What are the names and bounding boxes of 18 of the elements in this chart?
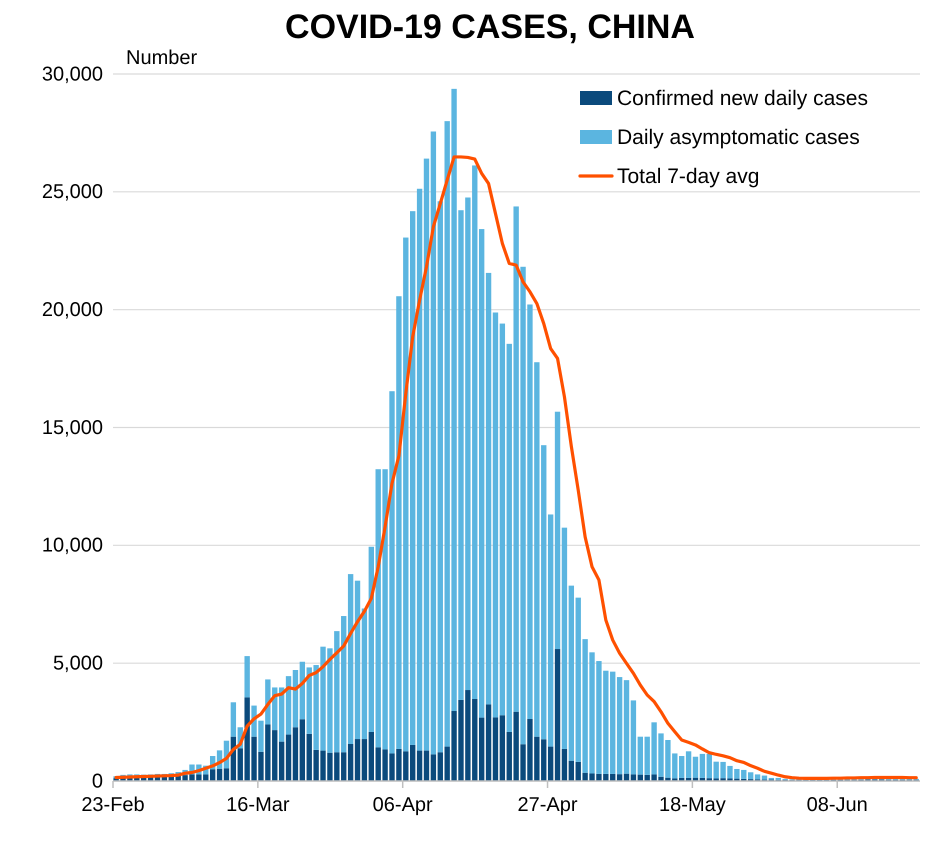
y-tick-label: 20,000 — [42, 299, 103, 322]
y-tick-label: 25,000 — [42, 181, 103, 204]
y-tick-label: 30,000 — [42, 63, 103, 86]
y-tick-label: 10,000 — [42, 534, 103, 557]
y-tick-label: 0 — [92, 770, 103, 792]
y-axis-title: Number — [126, 47, 198, 69]
chart-title: COVID-19 CASES, CHINA — [285, 8, 695, 46]
legend-label: Confirmed new daily cases — [617, 87, 868, 110]
legend-label: Total 7-day avg — [617, 165, 760, 188]
x-tick-label: 08-Jun — [806, 794, 868, 816]
x-tick-label: 23-Feb — [81, 794, 145, 816]
x-tick-label: 16-Mar — [226, 794, 290, 816]
x-tick-label: 06-Apr — [372, 794, 434, 816]
legend-label: Daily asymptomatic cases — [617, 126, 860, 149]
x-tick-label: 27-Apr — [518, 794, 578, 816]
y-tick-label: 5,000 — [52, 652, 103, 675]
y-tick-label: 15,000 — [42, 416, 103, 439]
x-tick-label: 18-May — [659, 794, 726, 816]
